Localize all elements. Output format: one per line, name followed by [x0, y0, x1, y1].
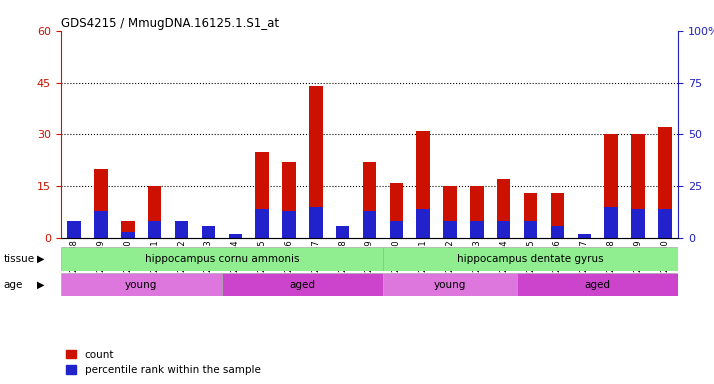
Bar: [416, 131, 430, 238]
Bar: [148, 186, 161, 238]
Bar: [175, 231, 188, 238]
Text: hippocampus dentate gyrus: hippocampus dentate gyrus: [457, 254, 604, 264]
Text: hippocampus cornu ammonis: hippocampus cornu ammonis: [144, 254, 299, 264]
Bar: [256, 209, 268, 238]
Text: aged: aged: [585, 280, 610, 290]
Bar: [336, 231, 349, 238]
Text: ▶: ▶: [37, 254, 45, 264]
Text: aged: aged: [289, 280, 316, 290]
Bar: [497, 222, 511, 238]
Bar: [67, 231, 81, 238]
Bar: [94, 169, 108, 238]
Bar: [383, 273, 517, 296]
Bar: [517, 273, 678, 296]
Bar: [228, 235, 242, 238]
Bar: [383, 247, 678, 271]
Bar: [61, 273, 222, 296]
Bar: [222, 273, 383, 296]
Bar: [175, 222, 188, 238]
Bar: [256, 152, 268, 238]
Bar: [309, 207, 323, 238]
Bar: [578, 235, 591, 238]
Bar: [282, 211, 296, 238]
Text: ▶: ▶: [37, 280, 45, 290]
Bar: [363, 211, 376, 238]
Bar: [550, 193, 564, 238]
Bar: [336, 226, 349, 238]
Bar: [443, 186, 457, 238]
Text: GDS4215 / MmugDNA.16125.1.S1_at: GDS4215 / MmugDNA.16125.1.S1_at: [61, 17, 278, 30]
Bar: [605, 134, 618, 238]
Bar: [201, 228, 215, 238]
Text: tissue: tissue: [4, 254, 35, 264]
Bar: [443, 222, 457, 238]
Bar: [148, 222, 161, 238]
Bar: [631, 134, 645, 238]
Bar: [658, 209, 672, 238]
Bar: [550, 226, 564, 238]
Bar: [121, 232, 134, 238]
Bar: [471, 222, 483, 238]
Bar: [309, 86, 323, 238]
Text: young: young: [125, 280, 157, 290]
Bar: [497, 179, 511, 238]
Bar: [524, 193, 538, 238]
Bar: [282, 162, 296, 238]
Bar: [578, 234, 591, 238]
Bar: [228, 234, 242, 238]
Bar: [524, 222, 538, 238]
Bar: [121, 221, 134, 238]
Legend: count, percentile rank within the sample: count, percentile rank within the sample: [66, 350, 261, 375]
Bar: [94, 211, 108, 238]
Bar: [67, 222, 81, 238]
Bar: [471, 186, 483, 238]
Bar: [201, 226, 215, 238]
Bar: [363, 162, 376, 238]
Text: age: age: [4, 280, 23, 290]
Bar: [605, 207, 618, 238]
Bar: [658, 127, 672, 238]
Bar: [61, 247, 383, 271]
Bar: [416, 209, 430, 238]
Text: young: young: [434, 280, 466, 290]
Bar: [390, 222, 403, 238]
Bar: [390, 183, 403, 238]
Bar: [631, 209, 645, 238]
